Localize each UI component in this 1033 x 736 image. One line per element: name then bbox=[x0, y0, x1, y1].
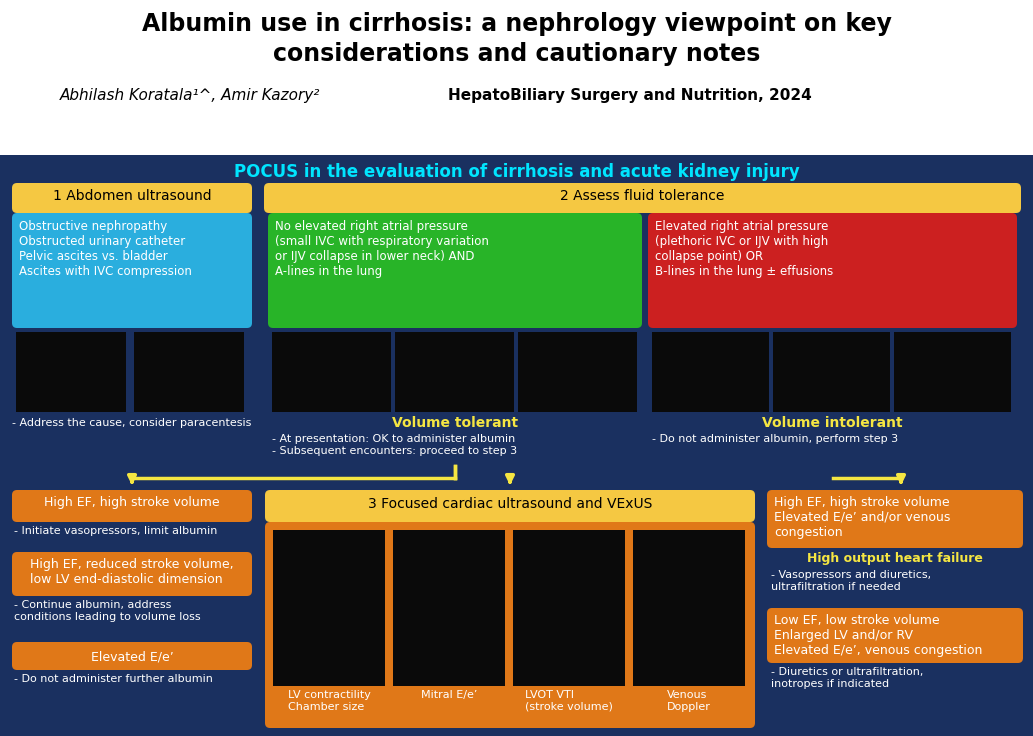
Bar bbox=[0, 155, 1033, 736]
Text: - Continue albumin, address
conditions leading to volume loss: - Continue albumin, address conditions l… bbox=[14, 600, 200, 622]
Text: Volume intolerant: Volume intolerant bbox=[762, 416, 903, 430]
Text: HepatoBiliary Surgery and Nutrition, 2024: HepatoBiliary Surgery and Nutrition, 202… bbox=[448, 88, 812, 103]
Text: - Initiate vasopressors, limit albumin: - Initiate vasopressors, limit albumin bbox=[14, 526, 217, 536]
Text: - Do not administer further albumin: - Do not administer further albumin bbox=[14, 674, 213, 684]
Bar bbox=[15, 332, 126, 412]
FancyBboxPatch shape bbox=[12, 490, 252, 522]
Text: Low EF, low stroke volume
Enlarged LV and/or RV
Elevated E/e’, venous congestion: Low EF, low stroke volume Enlarged LV an… bbox=[774, 614, 982, 657]
Text: No elevated right atrial pressure
(small IVC with respiratory variation
or IJV c: No elevated right atrial pressure (small… bbox=[275, 220, 489, 278]
Text: Elevated right atrial pressure
(plethoric IVC or IJV with high
collapse point) O: Elevated right atrial pressure (plethori… bbox=[655, 220, 834, 278]
Text: Mitral E/e’: Mitral E/e’ bbox=[420, 690, 477, 700]
Bar bbox=[894, 332, 1011, 412]
Text: 3 Focused cardiac ultrasound and VExUS: 3 Focused cardiac ultrasound and VExUS bbox=[368, 497, 652, 511]
Text: LV contractility
Chamber size: LV contractility Chamber size bbox=[287, 690, 371, 712]
FancyBboxPatch shape bbox=[265, 490, 755, 522]
FancyBboxPatch shape bbox=[12, 183, 252, 213]
Bar bbox=[513, 530, 625, 686]
Text: LVOT VTI
(stroke volume): LVOT VTI (stroke volume) bbox=[525, 690, 613, 712]
FancyBboxPatch shape bbox=[12, 642, 252, 670]
FancyBboxPatch shape bbox=[268, 213, 641, 328]
Text: - Do not administer albumin, perform step 3: - Do not administer albumin, perform ste… bbox=[652, 434, 898, 444]
FancyBboxPatch shape bbox=[766, 608, 1023, 663]
FancyBboxPatch shape bbox=[766, 490, 1023, 548]
FancyBboxPatch shape bbox=[265, 522, 755, 728]
Text: Venous
Doppler: Venous Doppler bbox=[667, 690, 711, 712]
Text: Abhilash Koratala¹^, Amir Kazory²: Abhilash Koratala¹^, Amir Kazory² bbox=[60, 88, 320, 103]
Text: - At presentation: OK to administer albumin
- Subsequent encounters: proceed to : - At presentation: OK to administer albu… bbox=[272, 434, 518, 456]
Text: - Diuretics or ultrafiltration,
inotropes if indicated: - Diuretics or ultrafiltration, inotrope… bbox=[771, 667, 924, 689]
Text: Elevated E/e’: Elevated E/e’ bbox=[91, 650, 174, 663]
Text: - Vasopressors and diuretics,
ultrafiltration if needed: - Vasopressors and diuretics, ultrafiltr… bbox=[771, 570, 931, 592]
Bar bbox=[518, 332, 637, 412]
Text: High EF, high stroke volume
Elevated E/e’ and/or venous
congestion: High EF, high stroke volume Elevated E/e… bbox=[774, 496, 950, 539]
FancyBboxPatch shape bbox=[264, 183, 1021, 213]
FancyBboxPatch shape bbox=[12, 213, 252, 328]
Text: High EF, reduced stroke volume,
low LV end-diastolic dimension: High EF, reduced stroke volume, low LV e… bbox=[30, 558, 233, 586]
Text: - Address the cause, consider paracentesis: - Address the cause, consider paracentes… bbox=[12, 418, 251, 428]
Bar bbox=[134, 332, 244, 412]
Bar bbox=[393, 530, 505, 686]
Text: 1 Abdomen ultrasound: 1 Abdomen ultrasound bbox=[53, 189, 212, 203]
Bar bbox=[0, 0, 1033, 155]
Text: POCUS in the evaluation of cirrhosis and acute kidney injury: POCUS in the evaluation of cirrhosis and… bbox=[233, 163, 800, 181]
Text: High EF, high stroke volume: High EF, high stroke volume bbox=[44, 496, 220, 509]
Bar bbox=[273, 530, 385, 686]
FancyBboxPatch shape bbox=[12, 552, 252, 596]
Text: Obstructive nephropathy
Obstructed urinary catheter
Pelvic ascites vs. bladder
A: Obstructive nephropathy Obstructed urina… bbox=[19, 220, 192, 278]
Bar bbox=[272, 332, 392, 412]
Bar bbox=[773, 332, 890, 412]
FancyBboxPatch shape bbox=[648, 213, 1018, 328]
Bar bbox=[395, 332, 514, 412]
Bar bbox=[652, 332, 769, 412]
Text: considerations and cautionary notes: considerations and cautionary notes bbox=[273, 42, 760, 66]
Text: 2 Assess fluid tolerance: 2 Assess fluid tolerance bbox=[560, 189, 725, 203]
Text: Volume tolerant: Volume tolerant bbox=[392, 416, 519, 430]
Text: High output heart failure: High output heart failure bbox=[807, 552, 983, 565]
Bar bbox=[633, 530, 745, 686]
Text: Albumin use in cirrhosis: a nephrology viewpoint on key: Albumin use in cirrhosis: a nephrology v… bbox=[142, 12, 891, 36]
